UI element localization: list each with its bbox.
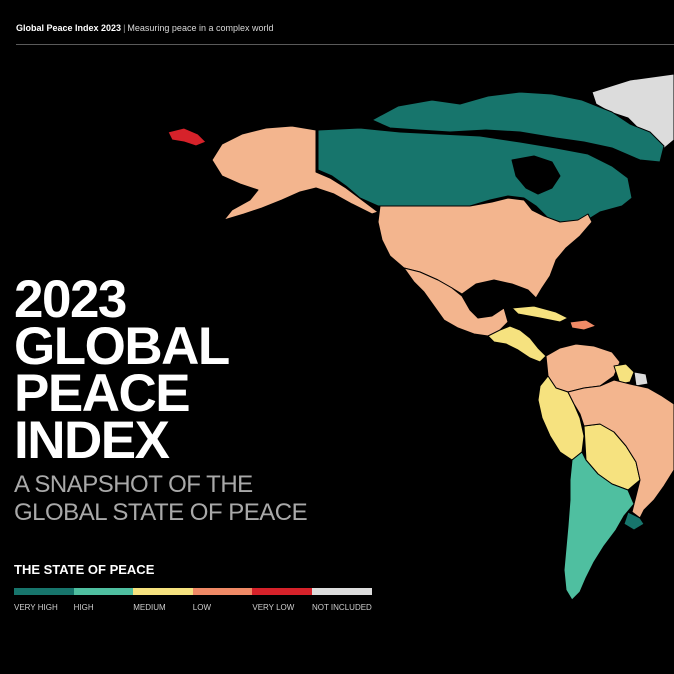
legend-swatch-not-included bbox=[311, 588, 372, 595]
map-region-alaska bbox=[211, 125, 379, 221]
map-region-argentina-chile bbox=[563, 451, 635, 601]
map-region-caribbean bbox=[511, 305, 569, 323]
legend-label-very-low: VERY LOW bbox=[252, 603, 295, 612]
map-region-brazil bbox=[567, 379, 674, 519]
legend: VERY HIGH HIGH MEDIUM LOW VERY LOW NOT I… bbox=[14, 588, 372, 612]
header-brand: Global Peace Index 2023 bbox=[16, 23, 122, 33]
legend-item-high: HIGH bbox=[73, 588, 134, 612]
map-region-uruguay bbox=[623, 511, 645, 531]
title-line-peace: PEACE bbox=[14, 364, 191, 423]
title-line-global: GLOBAL bbox=[14, 317, 230, 376]
legend-item-not-included: NOT INCLUDED bbox=[311, 588, 372, 612]
legend-label-high: HIGH bbox=[73, 603, 94, 612]
legend-swatch-medium bbox=[133, 588, 193, 595]
map-region-caribbean-2 bbox=[569, 319, 597, 331]
subtitle-line-1: A SNAPSHOT OF THE bbox=[14, 471, 253, 498]
legend-label-very-high: VERY HIGH bbox=[14, 603, 58, 612]
map-region-mexico bbox=[403, 267, 509, 337]
map-region-french-guiana bbox=[633, 371, 649, 387]
map-region-russia-far-east bbox=[167, 127, 207, 147]
legend-label-low: LOW bbox=[192, 603, 212, 612]
legend-label-medium: MEDIUM bbox=[133, 603, 166, 612]
legend-title: THE STATE OF PEACE bbox=[14, 562, 155, 577]
legend-label-not-included: NOT INCLUDED bbox=[311, 603, 372, 612]
legend-item-medium: MEDIUM bbox=[133, 588, 193, 612]
legend-swatch-very-high bbox=[14, 588, 74, 595]
title-line-index: INDEX bbox=[14, 411, 170, 470]
header: Global Peace Index 2023 | Measuring peace … bbox=[16, 22, 674, 34]
subtitle-line-2: GLOBAL STATE OF PEACE bbox=[14, 499, 308, 526]
map-region-central-america bbox=[487, 325, 547, 363]
legend-item-very-high: VERY HIGH bbox=[14, 588, 74, 612]
title-line-year: 2023 bbox=[14, 270, 127, 329]
subtitle: A SNAPSHOT OF THE GLOBAL STATE OF PEACE bbox=[14, 471, 314, 527]
header-separator: | bbox=[123, 23, 126, 33]
legend-item-low: LOW bbox=[192, 588, 253, 612]
title-block: 2023 GLOBAL PEACE INDEX A SNAPSHOT OF TH… bbox=[14, 270, 314, 527]
map-hudson-bay bbox=[511, 155, 561, 195]
legend-item-very-low: VERY LOW bbox=[252, 588, 312, 612]
header-tagline: Measuring peace in a complex world bbox=[127, 23, 274, 33]
header-divider bbox=[16, 44, 674, 45]
legend-swatch-very-low bbox=[252, 588, 312, 595]
legend-swatch-low bbox=[192, 588, 253, 595]
map-region-canada-islands bbox=[371, 91, 665, 163]
legend-swatch-high bbox=[73, 588, 134, 595]
